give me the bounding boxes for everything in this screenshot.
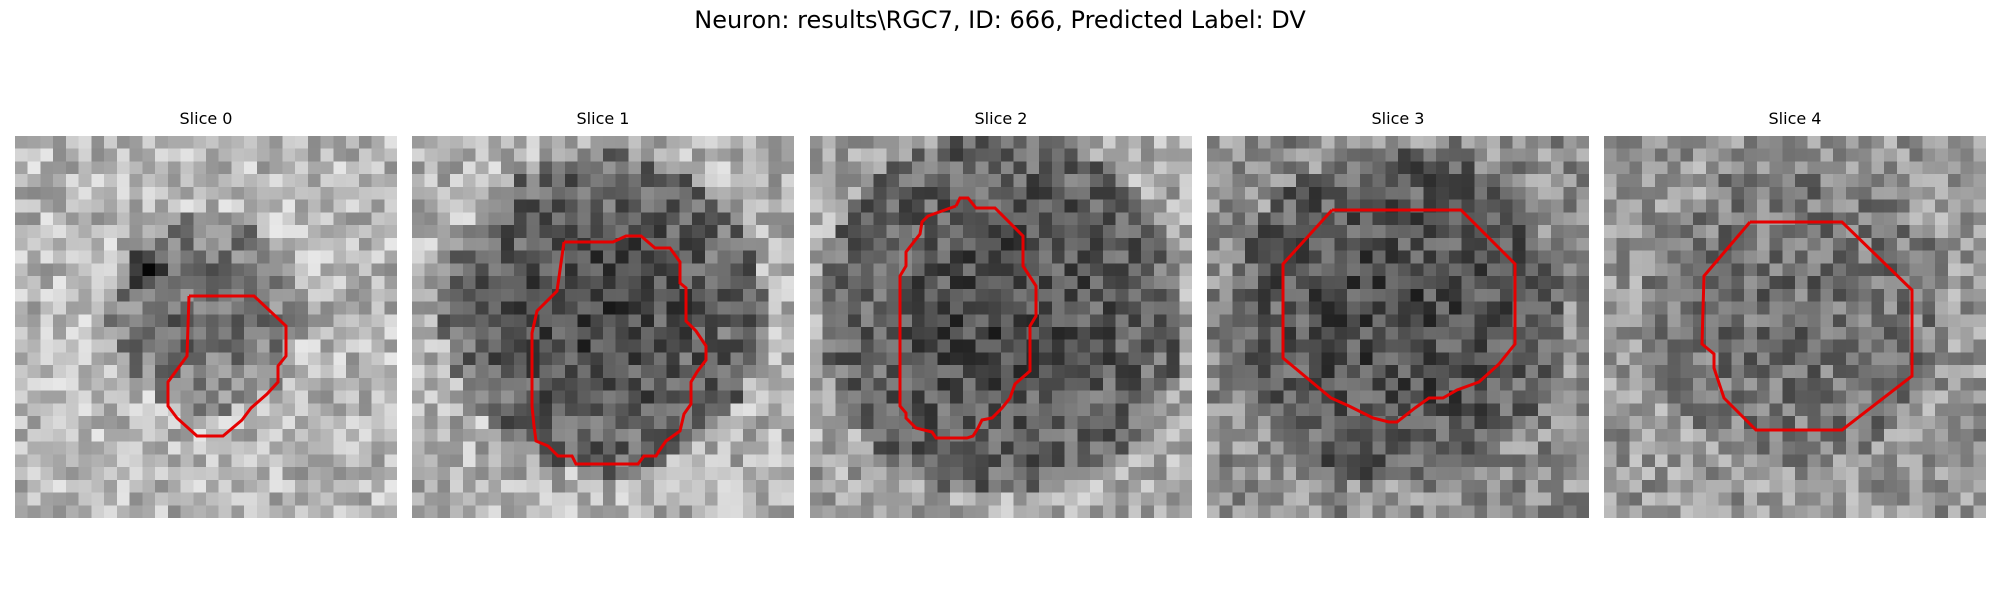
slice-title: Slice 2 bbox=[974, 109, 1028, 128]
slice-image bbox=[1207, 136, 1589, 518]
roi-contour bbox=[166, 294, 288, 438]
slice-panel-0: Slice 0 bbox=[15, 108, 397, 518]
figure-title: Neuron: results\RGC7, ID: 666, Predicted… bbox=[694, 6, 1306, 34]
slice-title: Slice 4 bbox=[1768, 109, 1822, 128]
roi-contour bbox=[1281, 208, 1517, 424]
slice-title: Slice 1 bbox=[576, 109, 630, 128]
microscopy-image bbox=[412, 136, 794, 518]
microscopy-image bbox=[1604, 136, 1986, 518]
slice-title: Slice 3 bbox=[1371, 109, 1425, 128]
roi-contour bbox=[530, 234, 708, 466]
slice-image bbox=[810, 136, 1192, 518]
roi-contour bbox=[898, 196, 1038, 440]
roi-contour bbox=[1700, 220, 1914, 432]
slice-panel-2: Slice 2 bbox=[810, 108, 1192, 518]
slice-panel-1: Slice 1 bbox=[412, 108, 794, 518]
slice-panel-4: Slice 4 bbox=[1604, 108, 1986, 518]
slice-image bbox=[15, 136, 397, 518]
microscopy-image bbox=[15, 136, 397, 518]
slice-title: Slice 0 bbox=[179, 109, 233, 128]
slice-panel-3: Slice 3 bbox=[1207, 108, 1589, 518]
microscopy-image bbox=[1207, 136, 1589, 518]
slice-image bbox=[1604, 136, 1986, 518]
slice-image bbox=[412, 136, 794, 518]
microscopy-image bbox=[810, 136, 1192, 518]
